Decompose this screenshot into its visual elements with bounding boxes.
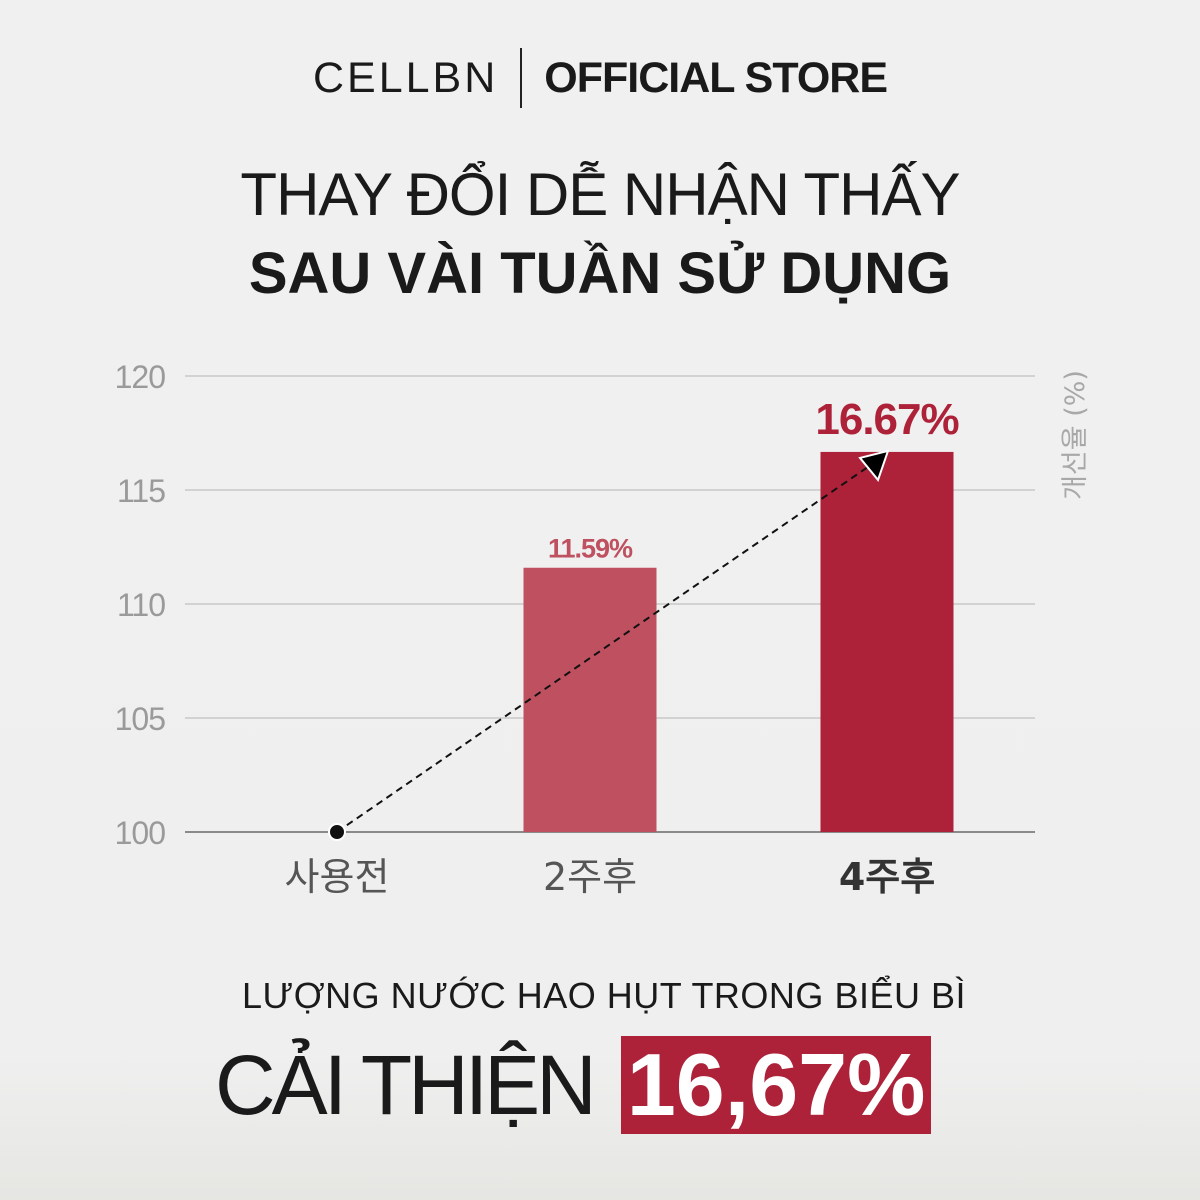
y-axis-label: 개선율 (%) <box>1060 370 1091 500</box>
brand-divider <box>520 48 523 108</box>
trend-start-dot <box>328 823 346 841</box>
x-tick-label: 2주후 <box>543 855 637 899</box>
x-tick-label: 사용전 <box>285 855 390 899</box>
y-tick-label: 115 <box>117 473 165 509</box>
y-tick-label: 100 <box>115 815 166 851</box>
headline-line2: SAU VÀI TUẦN SỬ DỤNG <box>248 241 952 306</box>
bar-chart: 100 105 110 115 120 사용전 2주후 11.59% 4주후 16.67% 개선율 … <box>115 359 1091 899</box>
brand-header: CELLBN OFFICIAL STORE <box>0 48 1200 108</box>
data-label: 16.67% <box>815 395 958 444</box>
y-tick-label: 105 <box>115 701 166 737</box>
bar <box>820 451 954 832</box>
data-label: 11.59% <box>548 534 633 564</box>
result-value-badge: 16,67% <box>620 1036 932 1134</box>
y-tick-label: 110 <box>117 587 165 623</box>
store-label: OFFICIAL STORE <box>544 53 888 102</box>
bar <box>523 567 657 832</box>
brand-name: CELLBN <box>312 53 499 102</box>
y-tick-label: 120 <box>115 359 166 395</box>
trend-arrowhead-icon <box>858 449 890 482</box>
result-label: CẢI THIỆN <box>215 1037 597 1132</box>
x-tick-label: 4주후 <box>839 855 935 899</box>
footer-subtitle: LƯỢNG NƯỚC HAO HỤT TRONG BIỂU BÌ <box>242 975 966 1016</box>
footer-result: CẢI THIỆN 16,67% <box>215 1036 932 1134</box>
headline-line1: THAY ĐỔI DỄ NHẬN THẤY <box>240 161 960 228</box>
